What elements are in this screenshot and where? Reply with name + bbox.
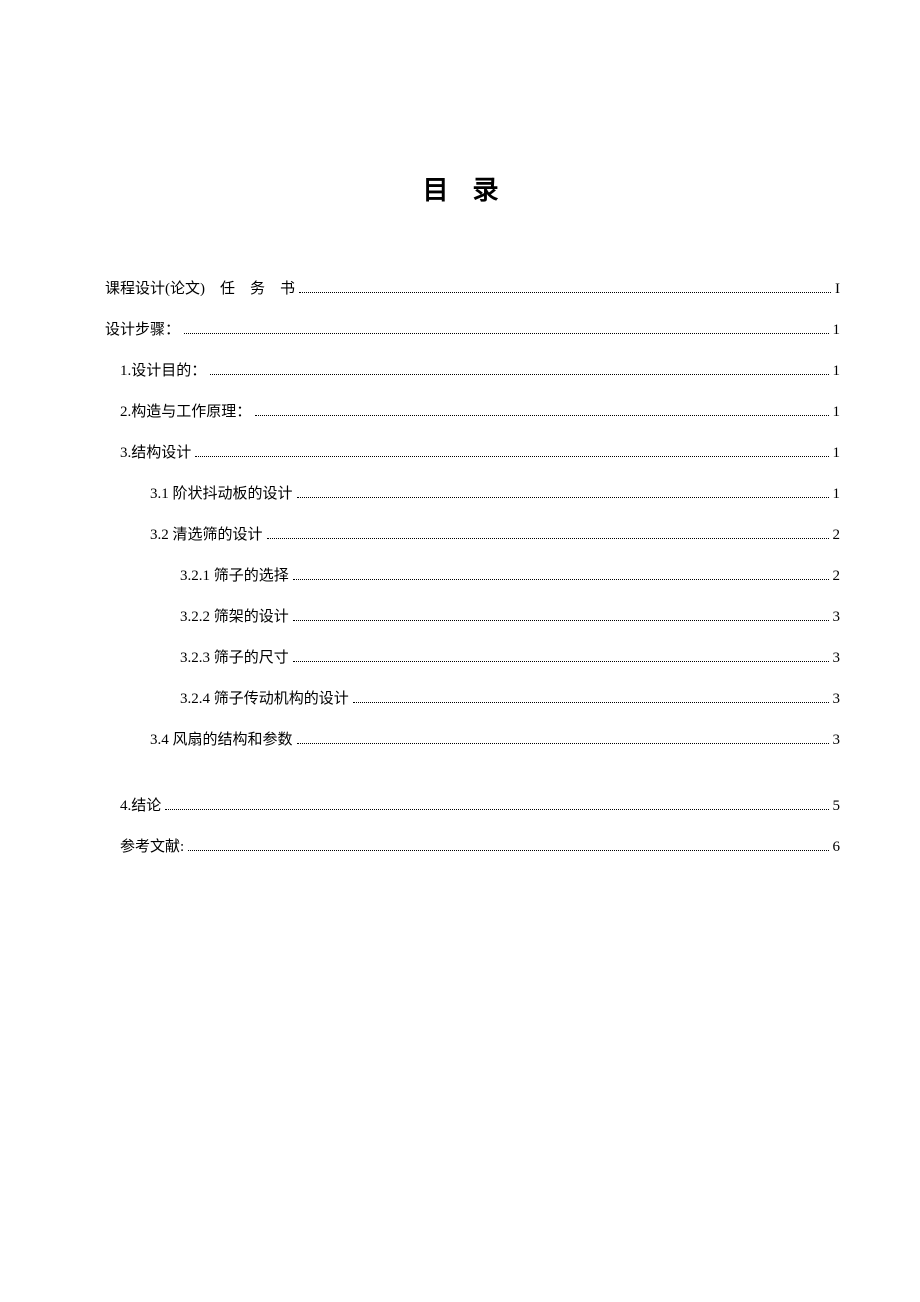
toc-leader-dots [353, 702, 829, 703]
toc-entry-label: 4.结论 [120, 794, 161, 815]
toc-leader-dots [165, 809, 828, 810]
toc-entry-page: 3 [833, 650, 841, 667]
toc-entry-label: 3.结构设计 [120, 441, 191, 462]
toc-entry-page: 1 [833, 445, 841, 462]
toc-entry-label: 3.2.4 筛子传动机构的设计 [180, 687, 349, 708]
toc-leader-dots [293, 579, 829, 580]
toc-leader-dots [210, 374, 828, 375]
toc-entry: 1.设计目的： 1 [105, 359, 840, 380]
toc-entry-label: 2.构造与工作原理： [120, 400, 251, 421]
toc-entry-page: I [835, 281, 840, 298]
toc-entry-page: 1 [833, 404, 841, 421]
toc-entry-label: 3.2.2 筛架的设计 [180, 605, 289, 626]
toc-leader-dots [188, 850, 828, 851]
toc-entry-label: 1.设计目的： [120, 359, 206, 380]
toc-entry-page: 6 [833, 839, 841, 856]
toc-entry-page: 1 [833, 486, 841, 503]
toc-leader-dots [297, 743, 829, 744]
toc-entry: 3.结构设计 1 [105, 441, 840, 462]
toc-entry: 设计步骤： 1 [105, 318, 840, 339]
toc-title: 目录 [105, 170, 840, 207]
toc-entry-page: 2 [833, 568, 841, 585]
toc-entry-label: 3.2.3 筛子的尺寸 [180, 646, 289, 667]
toc-entry-page: 3 [833, 609, 841, 626]
toc-entry-page: 3 [833, 732, 841, 749]
toc-leader-dots [184, 333, 828, 334]
toc-entry-label: 3.1 阶状抖动板的设计 [150, 482, 293, 503]
toc-entry: 3.2.4 筛子传动机构的设计 3 [105, 687, 840, 708]
toc-entry-label: 3.2.1 筛子的选择 [180, 564, 289, 585]
toc-entry-label: 3.2 清选筛的设计 [150, 523, 263, 544]
toc-entry-page: 1 [833, 322, 841, 339]
toc-entry: 3.4 风扇的结构和参数 3 [105, 728, 840, 749]
toc-entry-page: 1 [833, 363, 841, 380]
toc-leader-dots [299, 292, 831, 293]
toc-entry: 3.1 阶状抖动板的设计 1 [105, 482, 840, 503]
toc-entry: 参考文献: 6 [105, 835, 840, 856]
toc-entry: 3.2.2 筛架的设计 3 [105, 605, 840, 626]
toc-entry-label: 参考文献: [120, 835, 184, 856]
toc-leader-dots [293, 661, 829, 662]
toc-list: 课程设计(论文) 任 务 书 I 设计步骤： 1 1.设计目的： 1 2.构造与工作原理： 1… [105, 277, 840, 856]
toc-leader-dots [293, 620, 829, 621]
toc-leader-dots [255, 415, 828, 416]
toc-entry: 3.2.3 筛子的尺寸 3 [105, 646, 840, 667]
toc-entry-page: 5 [833, 798, 841, 815]
toc-entry-page: 3 [833, 691, 841, 708]
toc-leader-dots [297, 497, 829, 498]
toc-entry: 3.2.1 筛子的选择 2 [105, 564, 840, 585]
document-page: 目录 课程设计(论文) 任 务 书I设计步骤：11.设计目的：12.构造与工作原… [0, 0, 920, 856]
toc-entry: 2.构造与工作原理： 1 [105, 400, 840, 421]
toc-entry-label: 3.4 风扇的结构和参数 [150, 728, 293, 749]
toc-entry: 4.结论 5 [105, 794, 840, 815]
toc-entry: 3.2 清选筛的设计 2 [105, 523, 840, 544]
toc-entry-label: 设计步骤： [105, 318, 180, 339]
toc-leader-dots [195, 456, 828, 457]
toc-entry: 课程设计(论文) 任 务 书 I [105, 277, 840, 298]
toc-entry-label: 课程设计(论文) 任 务 书 [105, 277, 295, 298]
toc-entry-page: 2 [833, 527, 841, 544]
toc-leader-dots [267, 538, 829, 539]
